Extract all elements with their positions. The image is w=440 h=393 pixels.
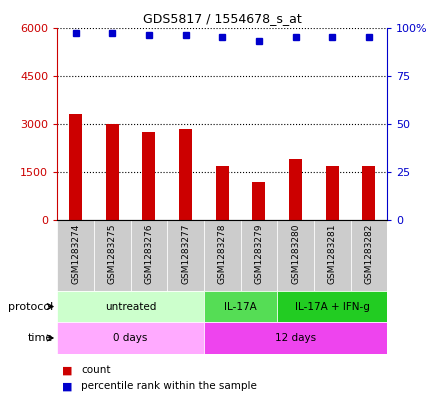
Bar <box>143 132 155 220</box>
Text: GSM1283274: GSM1283274 <box>71 224 80 284</box>
Text: 12 days: 12 days <box>275 333 316 343</box>
Bar <box>57 322 204 354</box>
Bar <box>204 220 241 291</box>
Bar <box>69 114 82 220</box>
Bar <box>94 220 131 291</box>
Text: GSM1283280: GSM1283280 <box>291 224 300 284</box>
Title: GDS5817 / 1554678_s_at: GDS5817 / 1554678_s_at <box>143 12 301 25</box>
Bar <box>253 182 265 220</box>
Bar <box>351 220 387 291</box>
Bar <box>216 165 229 220</box>
Text: ■: ■ <box>62 381 72 391</box>
Bar <box>314 220 351 291</box>
Text: GSM1283276: GSM1283276 <box>144 224 154 284</box>
Text: untreated: untreated <box>105 301 156 312</box>
Bar <box>241 220 277 291</box>
Text: GSM1283281: GSM1283281 <box>328 224 337 284</box>
Text: IL-17A: IL-17A <box>224 301 257 312</box>
Bar <box>131 220 167 291</box>
Text: GSM1283275: GSM1283275 <box>108 224 117 284</box>
Bar <box>326 165 339 220</box>
Bar <box>204 322 387 354</box>
Text: GSM1283277: GSM1283277 <box>181 224 190 284</box>
Text: protocol: protocol <box>7 301 53 312</box>
Bar <box>289 159 302 220</box>
Bar <box>57 220 94 291</box>
Bar <box>277 291 387 322</box>
Bar <box>363 166 375 220</box>
Text: ■: ■ <box>62 365 72 375</box>
Text: GSM1283282: GSM1283282 <box>364 224 374 284</box>
Bar <box>277 220 314 291</box>
Bar <box>167 220 204 291</box>
Text: time: time <box>28 333 53 343</box>
Bar <box>204 291 277 322</box>
Text: IL-17A + IFN-g: IL-17A + IFN-g <box>295 301 370 312</box>
Text: GSM1283279: GSM1283279 <box>254 224 264 284</box>
Bar <box>57 291 204 322</box>
Text: 0 days: 0 days <box>114 333 148 343</box>
Bar <box>106 124 119 220</box>
Text: count: count <box>81 365 111 375</box>
Bar <box>179 129 192 220</box>
Text: percentile rank within the sample: percentile rank within the sample <box>81 381 257 391</box>
Text: GSM1283278: GSM1283278 <box>218 224 227 284</box>
